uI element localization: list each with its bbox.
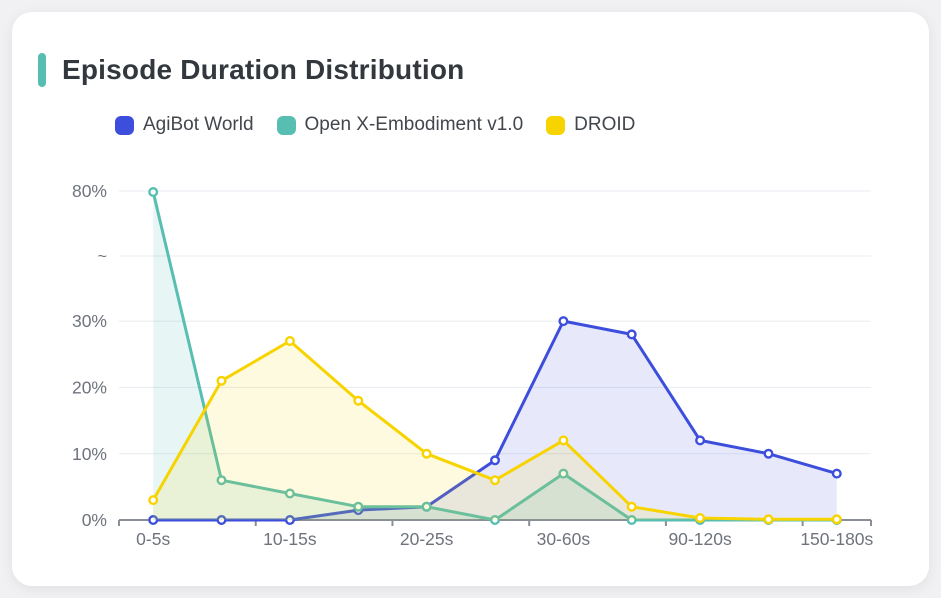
data-point-marker-agibot-world[interactable] — [831, 468, 842, 479]
series-area-agibot-world — [153, 321, 837, 520]
y-axis-label: 20% — [72, 378, 107, 398]
series-area-open-x-embodiment-v1-0 — [153, 192, 837, 520]
data-point-marker-agibot-world[interactable] — [558, 316, 569, 327]
legend-swatch-agibot-world — [115, 115, 134, 135]
chart-legend: AgiBot World Open X-Embodiment v1.0 DROI… — [115, 114, 635, 136]
x-axis-label: 20-25s — [400, 529, 454, 549]
data-point-marker-open-x-embodiment-v1-0[interactable] — [626, 515, 637, 526]
legend-label-agibot-world: AgiBot World — [143, 114, 254, 135]
data-point-marker-droid[interactable] — [353, 395, 364, 406]
data-point-marker-agibot-world[interactable] — [148, 515, 159, 526]
data-point-marker-droid[interactable] — [421, 448, 432, 459]
data-point-marker-open-x-embodiment-v1-0[interactable] — [148, 186, 159, 197]
legend-swatch-open-x-embodiment — [276, 115, 296, 135]
data-point-marker-open-x-embodiment-v1-0[interactable] — [421, 501, 432, 512]
data-point-marker-agibot-world[interactable] — [763, 448, 774, 459]
legend-label-open-x-embodiment: Open X-Embodiment v1.0 — [304, 114, 524, 135]
data-point-marker-open-x-embodiment-v1-0[interactable] — [558, 468, 569, 479]
x-axis-label: 150-180s — [800, 529, 873, 549]
data-point-marker-droid[interactable] — [148, 495, 159, 506]
data-point-marker-open-x-embodiment-v1-0[interactable] — [216, 475, 227, 486]
data-point-marker-open-x-embodiment-v1-0[interactable] — [490, 515, 501, 526]
data-point-marker-agibot-world[interactable] — [216, 515, 227, 526]
y-axis-label: 30% — [72, 311, 107, 331]
data-point-marker-droid[interactable] — [558, 435, 569, 446]
legend-item-droid[interactable]: DROID — [546, 114, 635, 136]
data-point-marker-open-x-embodiment-v1-0[interactable] — [353, 501, 364, 512]
data-point-marker-droid[interactable] — [490, 475, 501, 486]
chart-card — [12, 12, 929, 586]
data-point-marker-agibot-world[interactable] — [695, 435, 706, 446]
series-area-droid — [153, 341, 837, 520]
x-axis-label: 90-120s — [668, 529, 731, 549]
chart-title: Episode Duration Distribution — [62, 54, 465, 85]
data-point-marker-open-x-embodiment-v1-0[interactable] — [284, 488, 295, 499]
y-axis-label: 0% — [82, 510, 107, 530]
legend-item-open-x-embodiment[interactable]: Open X-Embodiment v1.0 — [276, 114, 524, 136]
data-point-marker-droid[interactable] — [284, 336, 295, 347]
data-point-marker-droid[interactable] — [626, 501, 637, 512]
legend-swatch-droid — [546, 115, 566, 135]
y-axis-label: 10% — [72, 444, 107, 464]
y-axis-label: ~ — [98, 249, 107, 266]
y-axis-label: 80% — [72, 181, 107, 201]
x-axis-label: 10-15s — [263, 529, 317, 549]
legend-label-droid: DROID — [574, 114, 636, 135]
data-point-marker-droid[interactable] — [216, 375, 227, 386]
x-axis-label: 0-5s — [136, 529, 170, 549]
legend-item-agibot-world[interactable]: AgiBot World — [115, 114, 254, 136]
chart-header: Episode Duration Distribution — [38, 50, 464, 90]
data-point-marker-agibot-world[interactable] — [490, 455, 501, 466]
title-accent-bar — [38, 53, 46, 87]
data-point-marker-droid[interactable] — [831, 514, 842, 525]
x-axis-label: 30-60s — [537, 529, 591, 549]
data-point-marker-agibot-world[interactable] — [626, 329, 637, 340]
data-point-marker-droid[interactable] — [695, 513, 706, 524]
data-point-marker-droid[interactable] — [763, 514, 774, 525]
data-point-marker-agibot-world[interactable] — [284, 515, 295, 526]
